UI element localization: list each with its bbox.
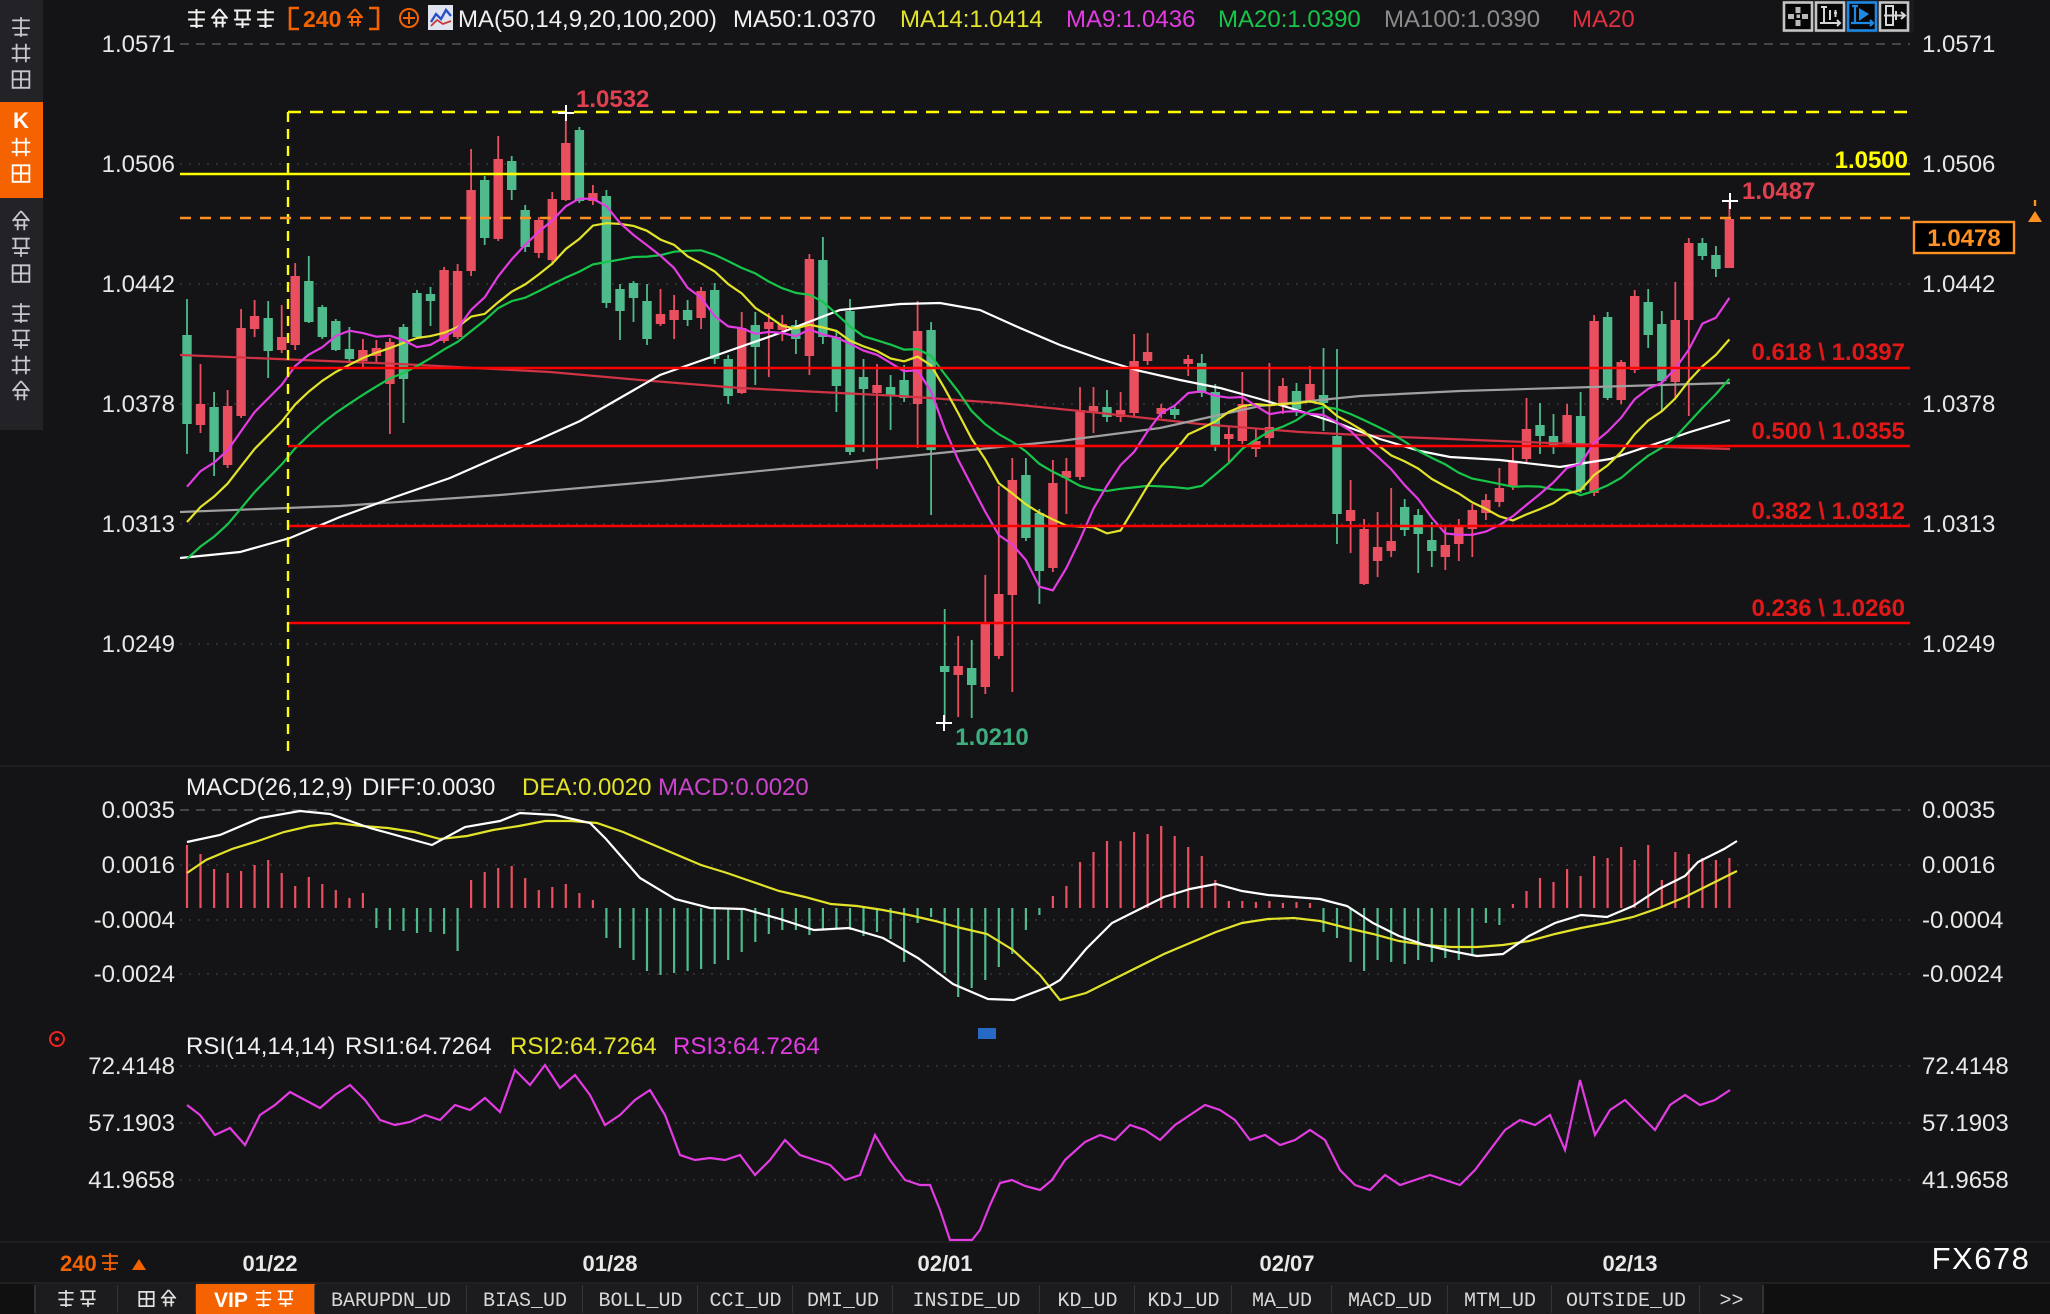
svg-text:02/07: 02/07 xyxy=(1259,1251,1314,1276)
svg-text:1.0313: 1.0313 xyxy=(102,511,175,538)
svg-text:MA14:1.0414: MA14:1.0414 xyxy=(900,6,1043,33)
svg-text:1.0487: 1.0487 xyxy=(1742,178,1815,205)
svg-text:RSI(14,14,14): RSI(14,14,14) xyxy=(186,1033,335,1060)
svg-text:1.0500: 1.0500 xyxy=(1835,147,1908,174)
svg-text:02/13: 02/13 xyxy=(1602,1251,1657,1276)
svg-text:1.0506: 1.0506 xyxy=(1922,151,1995,178)
svg-text:CCI_UD: CCI_UD xyxy=(709,1290,781,1313)
svg-text:VIP: VIP xyxy=(214,1289,248,1312)
svg-text:57.1903: 57.1903 xyxy=(1922,1110,2009,1137)
svg-text:MA100:1.0390: MA100:1.0390 xyxy=(1384,6,1540,33)
svg-text:0.236 \ 1.0260: 0.236 \ 1.0260 xyxy=(1752,595,1905,622)
svg-text:MA20:1.0390: MA20:1.0390 xyxy=(1218,6,1361,33)
svg-text:1.0378: 1.0378 xyxy=(102,391,175,418)
svg-text:0.0016: 0.0016 xyxy=(102,852,175,879)
svg-text:1.0442: 1.0442 xyxy=(1922,271,1995,298)
svg-text:0.382 \ 1.0312: 0.382 \ 1.0312 xyxy=(1752,498,1905,525)
svg-text:41.9658: 41.9658 xyxy=(1922,1167,2009,1194)
svg-text:RSI3:64.7264: RSI3:64.7264 xyxy=(673,1033,820,1060)
svg-text:INSIDE_UD: INSIDE_UD xyxy=(912,1290,1020,1313)
svg-text:57.1903: 57.1903 xyxy=(88,1110,175,1137)
svg-text:1.0378: 1.0378 xyxy=(1922,391,1995,418)
svg-text:72.4148: 72.4148 xyxy=(1922,1053,2009,1080)
svg-text:1.0249: 1.0249 xyxy=(102,631,175,658)
svg-text:01/28: 01/28 xyxy=(582,1251,637,1276)
svg-text:MA(50,14,9,20,100,200): MA(50,14,9,20,100,200) xyxy=(458,6,717,33)
svg-text:BARUPDN_UD: BARUPDN_UD xyxy=(331,1290,451,1313)
svg-text:MACD:0.0020: MACD:0.0020 xyxy=(658,774,809,801)
svg-text:0.0035: 0.0035 xyxy=(1922,797,1995,824)
svg-text:K: K xyxy=(13,108,29,133)
svg-text:MA9:1.0436: MA9:1.0436 xyxy=(1066,6,1195,33)
svg-text:BOLL_UD: BOLL_UD xyxy=(598,1290,682,1313)
svg-text:240: 240 xyxy=(303,6,341,32)
svg-text:-0.0004: -0.0004 xyxy=(94,907,175,934)
svg-text:1.0210: 1.0210 xyxy=(955,724,1028,751)
svg-text:1.0478: 1.0478 xyxy=(1927,225,2000,252)
svg-text:DIFF:0.0030: DIFF:0.0030 xyxy=(362,774,495,801)
svg-text:02/01: 02/01 xyxy=(917,1251,972,1276)
svg-text:RSI2:64.7264: RSI2:64.7264 xyxy=(510,1033,657,1060)
svg-text:1.0506: 1.0506 xyxy=(102,151,175,178)
svg-text:72.4148: 72.4148 xyxy=(88,1053,175,1080)
svg-text:MA_UD: MA_UD xyxy=(1252,1290,1312,1313)
svg-text:MA50:1.0370: MA50:1.0370 xyxy=(733,6,876,33)
svg-text:1.0571: 1.0571 xyxy=(1922,31,1995,58)
svg-text:DMI_UD: DMI_UD xyxy=(807,1290,879,1313)
svg-text:RSI1:64.7264: RSI1:64.7264 xyxy=(345,1033,492,1060)
svg-text:1.0249: 1.0249 xyxy=(1922,631,1995,658)
svg-text:KD_UD: KD_UD xyxy=(1057,1290,1117,1313)
svg-text:OUTSIDE_UD: OUTSIDE_UD xyxy=(1566,1290,1686,1313)
svg-text:0.500 \ 1.0355: 0.500 \ 1.0355 xyxy=(1752,418,1905,445)
svg-text:DEA:0.0020: DEA:0.0020 xyxy=(522,774,651,801)
svg-text:1.0532: 1.0532 xyxy=(576,86,649,113)
svg-text:240: 240 xyxy=(60,1251,97,1276)
svg-text:1.0571: 1.0571 xyxy=(102,31,175,58)
svg-text:FX678: FX678 xyxy=(1932,1241,2031,1276)
svg-text:>>: >> xyxy=(1719,1290,1743,1313)
svg-text:41.9658: 41.9658 xyxy=(88,1167,175,1194)
svg-text:0.618 \ 1.0397: 0.618 \ 1.0397 xyxy=(1752,339,1905,366)
svg-text:MTM_UD: MTM_UD xyxy=(1464,1290,1536,1313)
svg-text:BIAS_UD: BIAS_UD xyxy=(483,1290,567,1313)
svg-text:MACD(26,12,9): MACD(26,12,9) xyxy=(186,774,353,801)
svg-text:-0.0024: -0.0024 xyxy=(94,961,175,988)
svg-text:1.0442: 1.0442 xyxy=(102,271,175,298)
svg-text:1.0313: 1.0313 xyxy=(1922,511,1995,538)
svg-text:01/22: 01/22 xyxy=(242,1251,297,1276)
svg-text:0.0016: 0.0016 xyxy=(1922,852,1995,879)
svg-text:MA20: MA20 xyxy=(1572,6,1635,33)
svg-text:KDJ_UD: KDJ_UD xyxy=(1147,1290,1219,1313)
svg-text:MACD_UD: MACD_UD xyxy=(1348,1290,1432,1313)
svg-text:0.0035: 0.0035 xyxy=(102,797,175,824)
svg-text:-0.0004: -0.0004 xyxy=(1922,907,2003,934)
svg-text:-0.0024: -0.0024 xyxy=(1922,961,2003,988)
